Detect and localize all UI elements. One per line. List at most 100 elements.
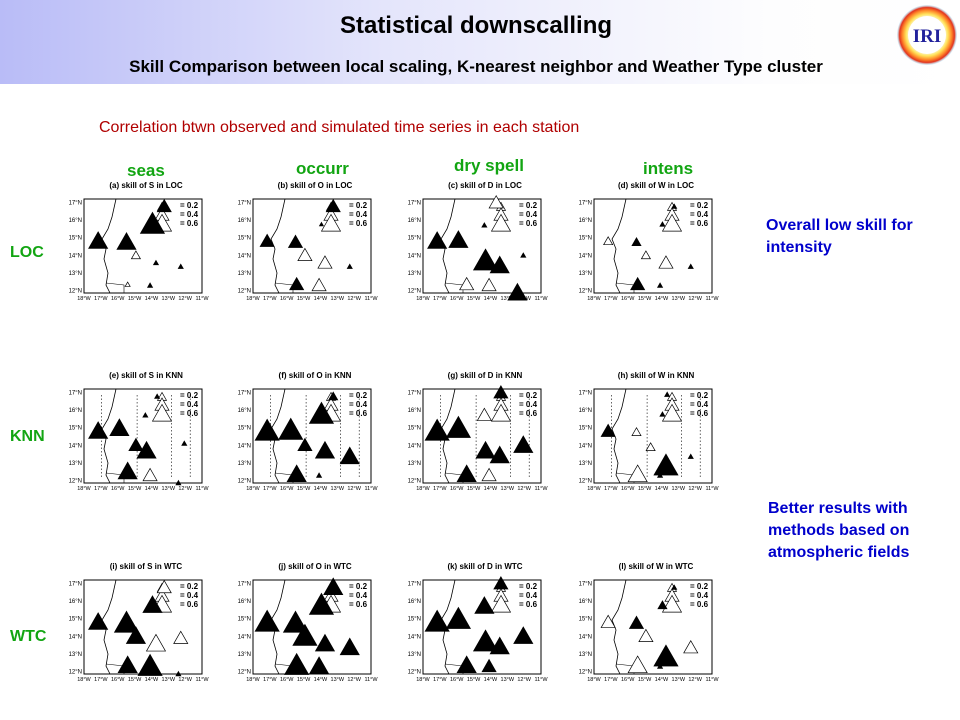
lat-tick-label: 12°N <box>579 670 592 676</box>
lon-tick-label: 13°W <box>162 486 176 492</box>
station-marker <box>631 427 642 436</box>
map-panel: (k) skill of D in WTC 17°N 16°N 15°N 14°N 13°… <box>405 562 569 690</box>
lon-tick-label: 13°W <box>331 677 345 683</box>
station-marker <box>113 610 140 633</box>
lon-tick-label: 14°W <box>484 296 498 302</box>
panel-title: (e) skill of S in KNN <box>109 371 183 380</box>
lat-tick-label: 15°N <box>238 617 251 623</box>
legend-label: = 0.4 <box>519 400 538 409</box>
legend-label: = 0.2 <box>519 391 538 400</box>
station-marker <box>137 653 163 676</box>
station-marker <box>308 656 330 674</box>
station-marker <box>456 655 477 674</box>
legend-label: = 0.6 <box>519 409 538 418</box>
lon-tick-label: 17°W <box>94 677 108 683</box>
lon-tick-label: 18°W <box>246 677 260 683</box>
lon-tick-label: 11°W <box>705 486 719 492</box>
lat-tick-label: 16°N <box>579 599 592 605</box>
lon-tick-label: 15°W <box>467 296 481 302</box>
station-marker <box>130 250 142 260</box>
lon-tick-label: 16°W <box>621 296 635 302</box>
row-label-loc: LOC <box>10 244 44 261</box>
column-label-dry-spell: dry spell <box>454 156 524 175</box>
lon-tick-label: 15°W <box>128 296 142 302</box>
station-marker <box>653 453 679 476</box>
lat-tick-label: 17°N <box>69 201 82 207</box>
legend-label: = 0.2 <box>180 201 199 210</box>
station-marker <box>671 203 678 209</box>
lon-tick-label: 18°W <box>246 296 260 302</box>
station-map: 17°N 16°N 15°N 14°N 13°N 12°N18°W 17°W 16°W 15°W… <box>69 579 209 683</box>
lon-tick-label: 12°W <box>347 296 361 302</box>
legend-label: = 0.6 <box>349 600 368 609</box>
station-marker <box>456 464 477 483</box>
station-marker <box>424 418 450 441</box>
legend-label: = 0.6 <box>180 409 199 418</box>
station-marker <box>287 234 304 248</box>
lon-tick-label: 12°W <box>688 296 702 302</box>
lat-tick-label: 14°N <box>69 443 82 449</box>
station-marker <box>125 626 147 644</box>
station-marker <box>339 637 360 656</box>
station-marker <box>687 263 694 269</box>
lat-tick-label: 16°N <box>238 408 251 414</box>
legend-triangle <box>151 403 173 422</box>
station-marker <box>664 391 671 397</box>
legend-label: = 0.6 <box>690 219 709 228</box>
note-better-results: Better results with methods based on atm… <box>768 500 910 561</box>
lon-tick-label: 15°W <box>128 677 142 683</box>
station-marker <box>513 435 534 453</box>
lon-tick-label: 11°W <box>705 677 719 683</box>
lat-tick-label: 13°N <box>69 652 82 658</box>
legend-label: = 0.2 <box>519 582 538 591</box>
legend-label: = 0.4 <box>180 400 199 409</box>
legend-triangle <box>490 213 512 232</box>
lat-tick-label: 17°N <box>579 582 592 588</box>
station-map: 17°N 16°N 15°N 14°N 13°N 12°N18°W 17°W 16°W 15°W… <box>69 198 209 302</box>
lon-tick-label: 16°W <box>280 486 294 492</box>
lon-tick-label: 11°W <box>705 296 719 302</box>
map-panel: (g) skill of D in KNN 17°N 16°N 15°N 14°N 13°… <box>405 371 569 499</box>
lon-tick-label: 17°W <box>433 296 447 302</box>
map-panel: (i) skill of S in WTC 17°N 16°N 15°N 14°N 13°… <box>66 562 230 690</box>
lat-tick-label: 15°N <box>69 236 82 242</box>
lat-tick-label: 14°N <box>69 634 82 640</box>
map-panel: (h) skill of W in KNN 17°N 16°N 15°N 14°N 13°… <box>576 371 740 499</box>
station-marker <box>278 417 304 440</box>
lat-tick-label: 17°N <box>408 391 421 397</box>
coastline <box>440 198 456 294</box>
station-marker <box>88 421 109 439</box>
lon-tick-label: 16°W <box>280 677 294 683</box>
panel-title: (f) skill of O in KNN <box>278 371 352 380</box>
station-marker <box>481 222 488 228</box>
station-marker <box>472 248 499 271</box>
station-marker <box>640 250 652 260</box>
lon-tick-label: 18°W <box>77 486 91 492</box>
lat-tick-label: 12°N <box>238 479 251 485</box>
lon-tick-label: 17°W <box>433 677 447 683</box>
lat-tick-label: 12°N <box>408 479 421 485</box>
lat-tick-label: 16°N <box>238 218 251 224</box>
lon-tick-label: 11°W <box>534 677 548 683</box>
lon-tick-label: 16°W <box>621 677 635 683</box>
lat-tick-label: 17°N <box>579 391 592 397</box>
lon-tick-label: 17°W <box>604 677 618 683</box>
lon-tick-label: 13°W <box>501 486 515 492</box>
lon-tick-label: 16°W <box>621 486 635 492</box>
panel-title: (g) skill of D in KNN <box>447 371 523 380</box>
lat-tick-label: 12°N <box>579 289 592 295</box>
lat-tick-label: 14°N <box>238 253 251 259</box>
legend-label: = 0.4 <box>519 591 538 600</box>
station-marker <box>328 391 339 401</box>
lon-tick-label: 15°W <box>128 486 142 492</box>
lon-tick-label: 16°W <box>111 296 125 302</box>
station-map: 17°N 16°N 15°N 14°N 13°N 12°N18°W 17°W 16°W 15°W… <box>238 577 378 683</box>
map-panel: (d) skill of W in LOC 17°N 16°N 15°N 14°N 13°… <box>576 181 740 309</box>
legend-label: = 0.2 <box>180 391 199 400</box>
iri-logo: IRI <box>897 5 957 65</box>
lon-tick-label: 13°W <box>162 677 176 683</box>
lon-tick-label: 11°W <box>195 486 209 492</box>
station-marker <box>156 198 172 213</box>
lon-tick-label: 17°W <box>604 486 618 492</box>
lon-tick-label: 12°W <box>517 677 531 683</box>
